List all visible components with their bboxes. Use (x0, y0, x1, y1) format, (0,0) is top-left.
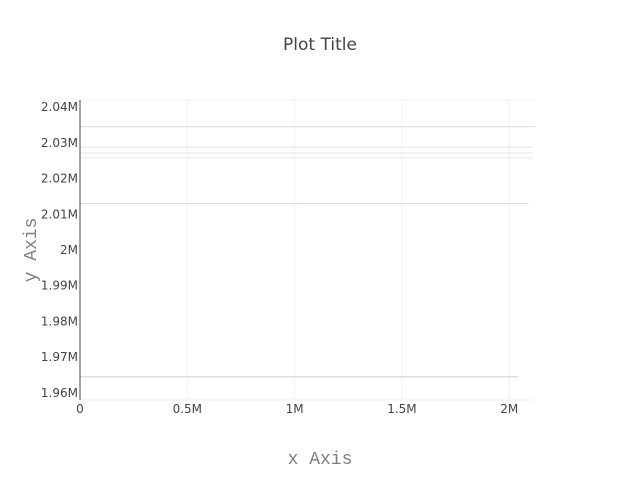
x-tick-label: 1M (286, 402, 304, 416)
y-tick-label: 2.02M (41, 172, 78, 186)
y-axis-title: y Axis (22, 218, 42, 283)
y-tick-labels: 1.96M 1.97M 1.98M 1.99M 2M 2.01M 2.02M 2.03M 2.0… (41, 100, 78, 400)
y-tick-label: 1.98M (41, 314, 78, 328)
y-tick-label: 1.96M (41, 386, 78, 400)
y-tick-label: 2.04M (41, 100, 78, 114)
y-tick-label: 2.01M (41, 207, 78, 221)
y-tick-label: 2.03M (41, 136, 78, 150)
x-tick-labels: 0 0.5M 1M 1.5M 2M (76, 402, 518, 416)
chart-title: Plot Title (283, 35, 357, 55)
x-tick-label: 0.5M (173, 402, 202, 416)
x-tick-label: 0 (76, 402, 84, 416)
y-tick-label: 2M (60, 243, 78, 257)
y-tick-label: 1.97M (41, 350, 78, 364)
x-axis-title: x Axis (288, 450, 353, 470)
grid (80, 99, 535, 401)
x-tick-label: 2M (500, 402, 518, 416)
x-tick-label: 1.5M (387, 402, 416, 416)
y-tick-label: 1.99M (41, 279, 78, 293)
series-group (80, 126, 535, 378)
